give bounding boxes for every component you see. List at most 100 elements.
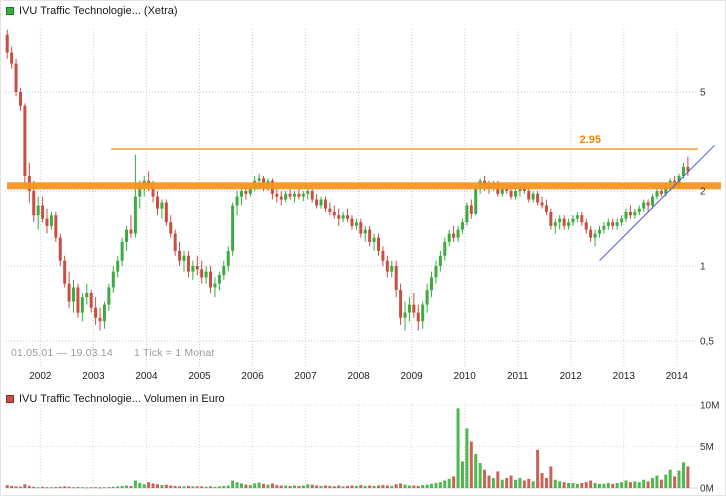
- candle-body: [45, 218, 49, 226]
- volume-bar: [514, 479, 518, 488]
- candle-body: [518, 188, 522, 192]
- candle-body: [350, 218, 354, 226]
- candle-body: [469, 205, 473, 214]
- candle-body: [575, 215, 579, 219]
- candle-body: [646, 202, 650, 206]
- volume-bar: [438, 482, 442, 488]
- volume-bar: [580, 483, 584, 488]
- volume-bar: [593, 483, 597, 488]
- volume-bar: [368, 485, 372, 488]
- candle-body: [129, 229, 133, 234]
- volume-bar: [72, 487, 76, 489]
- candle-body: [633, 211, 637, 216]
- volume-bar: [496, 471, 500, 488]
- volume-bar: [209, 486, 213, 488]
- date-range-label: 01.05.01 — 19.03.14: [11, 347, 113, 359]
- volume-bar: [518, 478, 522, 488]
- candle-body: [18, 91, 22, 106]
- volume-bar: [651, 478, 655, 488]
- volume-bar: [620, 482, 624, 488]
- candle-body: [36, 205, 40, 216]
- volume-bar: [36, 487, 40, 489]
- volume-bar: [5, 485, 9, 488]
- candle-body: [390, 266, 394, 272]
- volume-bar: [659, 479, 663, 488]
- candle-body: [160, 202, 164, 209]
- candle-body: [381, 250, 385, 261]
- volume-bar: [279, 485, 283, 488]
- volume-bar: [262, 483, 266, 488]
- volume-bar: [257, 482, 261, 488]
- volume-bar: [315, 485, 319, 488]
- volume-bar: [385, 485, 389, 488]
- candle-body: [319, 199, 323, 206]
- candle-body: [248, 188, 252, 194]
- candle-body: [151, 185, 155, 197]
- volume-bar: [155, 484, 159, 488]
- volume-bar: [664, 474, 668, 488]
- volume-bar: [111, 486, 115, 488]
- volume-bar: [67, 486, 71, 488]
- candle-body: [615, 222, 619, 226]
- candle-body: [275, 193, 279, 197]
- candle-body: [460, 222, 464, 230]
- volume-series-swatch-icon: [6, 395, 14, 403]
- price-tick-label: 1: [700, 262, 706, 273]
- volume-bar: [270, 483, 274, 488]
- volume-bar: [85, 487, 89, 489]
- candle-body: [540, 202, 544, 206]
- volume-bar: [637, 482, 641, 488]
- volume-bar: [226, 485, 230, 488]
- volume-bar: [465, 428, 469, 488]
- candle-body: [182, 255, 186, 261]
- candle-body: [412, 304, 416, 313]
- price-tick-label: 5: [700, 87, 706, 98]
- candle-body: [589, 229, 593, 238]
- volume-bar: [138, 483, 142, 488]
- candle-body: [49, 215, 53, 226]
- year-label: 2003: [82, 371, 105, 382]
- candle-body: [14, 63, 18, 92]
- volume-bar: [505, 478, 509, 488]
- price-series-swatch-icon: [6, 7, 14, 15]
- candle-body: [443, 241, 447, 256]
- candle-body: [544, 205, 548, 212]
- candle-body: [354, 222, 358, 226]
- candle-body: [416, 312, 420, 322]
- candle-body: [394, 266, 398, 291]
- volume-bar: [536, 449, 540, 488]
- candle-body: [597, 229, 601, 234]
- candle-body: [403, 312, 407, 318]
- volume-bar: [319, 485, 323, 488]
- candle-body: [5, 34, 9, 53]
- volume-bar: [41, 486, 45, 488]
- candle-body: [642, 202, 646, 209]
- candle-body: [222, 266, 226, 276]
- candle-body: [217, 275, 221, 284]
- volume-bar: [288, 485, 292, 488]
- candle-body: [213, 283, 217, 288]
- volume-bar: [363, 485, 367, 488]
- volume-bar: [456, 408, 460, 488]
- price-tick-label: 2: [700, 187, 706, 198]
- volume-bar: [372, 485, 376, 488]
- volume-bar: [284, 485, 288, 488]
- candle-body: [98, 317, 102, 322]
- volume-bar: [483, 469, 487, 488]
- volume-bar: [89, 487, 93, 489]
- candle-body: [293, 193, 297, 197]
- candle-body: [89, 292, 93, 308]
- candle-body: [116, 260, 120, 272]
- candle-body: [191, 266, 195, 272]
- candle-body: [209, 271, 213, 288]
- volume-bar: [522, 480, 526, 488]
- price-series-label: IVU Traffic Technologie... (Xetra): [19, 5, 178, 17]
- candle-body: [509, 191, 513, 197]
- candle-body: [385, 260, 389, 272]
- volume-bar: [686, 466, 690, 488]
- candle-body: [368, 229, 372, 242]
- candle-body: [244, 191, 248, 194]
- volume-bar: [54, 487, 58, 489]
- volume-bar: [164, 484, 168, 488]
